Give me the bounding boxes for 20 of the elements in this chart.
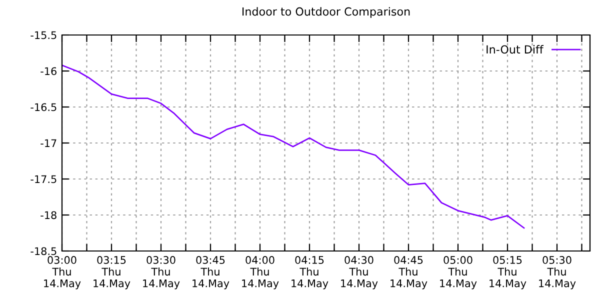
y-tick-label: -15.5	[30, 31, 56, 40]
x-tick-label: 03:30 Thu 14.May	[143, 256, 180, 290]
x-tick-label: 03:45 Thu 14.May	[192, 256, 230, 290]
x-tick-label: 03:15 Thu 14.May	[94, 256, 130, 290]
x-tick-label: 05:30 Thu 14.May	[539, 256, 576, 290]
x-tick-label: 05:00 Thu 14.May	[440, 256, 477, 290]
y-tick-label: -18.5	[30, 247, 56, 256]
x-tick-label: 04:30 Thu 14.May	[341, 256, 378, 290]
x-tick-label: 04:45 Thu 14.May	[390, 256, 428, 290]
x-tick-label: 04:15 Thu 14.May	[292, 256, 328, 290]
x-tick-label: 05:15 Thu 14.May	[490, 256, 526, 290]
legend-label: In-Out Diff	[486, 45, 544, 54]
x-tick-label: 03:00 Thu 14.May	[44, 256, 81, 290]
y-tick-label: -16.5	[30, 103, 56, 112]
y-tick-label: -17	[40, 139, 56, 147]
y-tick-label: -18	[40, 211, 56, 220]
x-tick-label: 04:00 Thu 14.May	[242, 256, 279, 290]
y-tick-label: -16	[40, 67, 56, 76]
chart-title: Indoor to Outdoor Comparison	[242, 7, 410, 18]
y-tick-label: -17.5	[30, 175, 56, 184]
